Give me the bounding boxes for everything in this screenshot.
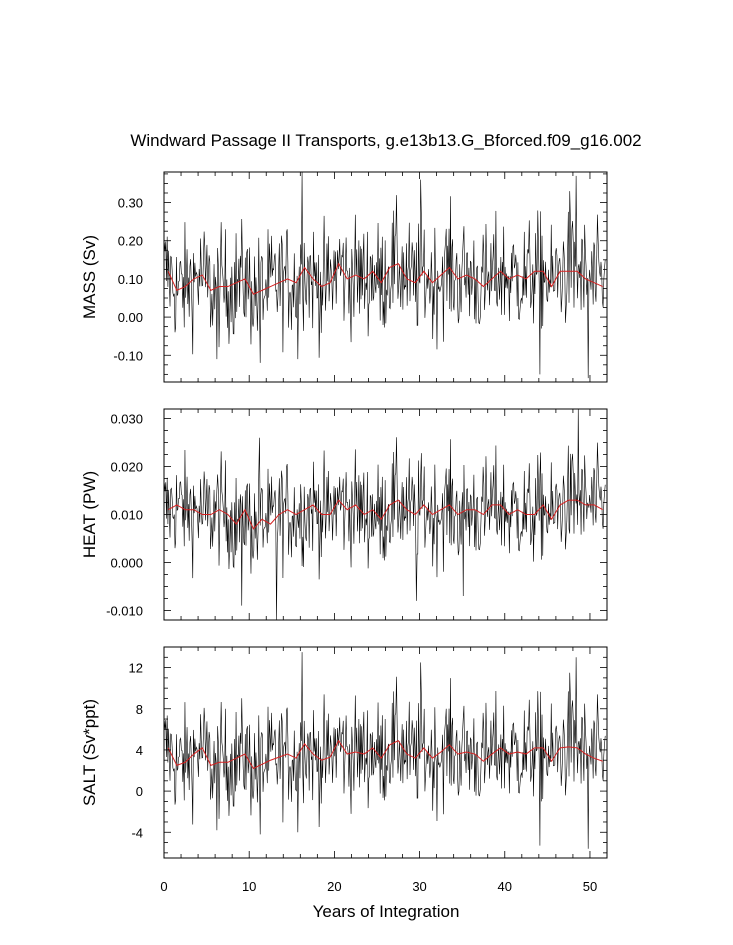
x-axis-label: Years of Integration xyxy=(313,902,460,921)
series-monthly-salt xyxy=(164,652,606,849)
x-tick-label: 0 xyxy=(160,879,167,894)
y-tick-label: 4 xyxy=(136,743,143,758)
y-tick-label: 0 xyxy=(136,784,143,799)
x-tick-label: 20 xyxy=(327,879,341,894)
x-tick-label: 40 xyxy=(498,879,512,894)
panel-heat: -0.010 0.000 0.010 0.020 0.030 HEAT (PW) xyxy=(80,408,608,621)
y-tick-label: 0.30 xyxy=(118,196,143,211)
y-axis-label-mass: MASS (Sv) xyxy=(80,235,99,319)
y-tick-label: 0.20 xyxy=(118,234,143,249)
series-annual-salt xyxy=(167,739,603,770)
panel-salt: -4 0 4 8 12 SALT (Sv*ppt) xyxy=(80,646,608,859)
y-tick-label: 0.000 xyxy=(110,555,143,570)
y-tick-label: -0.10 xyxy=(113,348,143,363)
y-axis-label-salt: SALT (Sv*ppt) xyxy=(80,699,99,806)
x-tick-label: 30 xyxy=(412,879,426,894)
x-tick-label: 50 xyxy=(583,879,597,894)
series-annual-mass xyxy=(167,262,603,295)
series-annual-heat xyxy=(168,499,603,530)
y-tick-label: 8 xyxy=(136,702,143,717)
y-tick-label: 12 xyxy=(129,661,143,676)
y-axis-label-heat: HEAT (PW) xyxy=(80,471,99,558)
panel-mass: -0.10 0.00 0.10 0.20 0.30 MASS (Sv) xyxy=(80,171,608,383)
y-tick-label: -0.010 xyxy=(106,603,143,618)
chart-title: Windward Passage II Transports, g.e13b13… xyxy=(130,131,641,150)
y-tick-label: -4 xyxy=(131,825,143,840)
series-monthly-heat xyxy=(164,408,606,621)
y-tick-label: 0.020 xyxy=(110,460,143,475)
series-monthly-mass xyxy=(164,171,606,379)
x-tick-label: 10 xyxy=(242,879,256,894)
y-tick-label: 0.10 xyxy=(118,272,143,287)
y-tick-label: 0.030 xyxy=(110,412,143,427)
panels-group: -0.10 0.00 0.10 0.20 0.30 MASS (Sv) -0.010 0.00… xyxy=(80,171,608,894)
y-tick-label: 0.00 xyxy=(118,310,143,325)
y-tick-label: 0.010 xyxy=(110,508,143,523)
